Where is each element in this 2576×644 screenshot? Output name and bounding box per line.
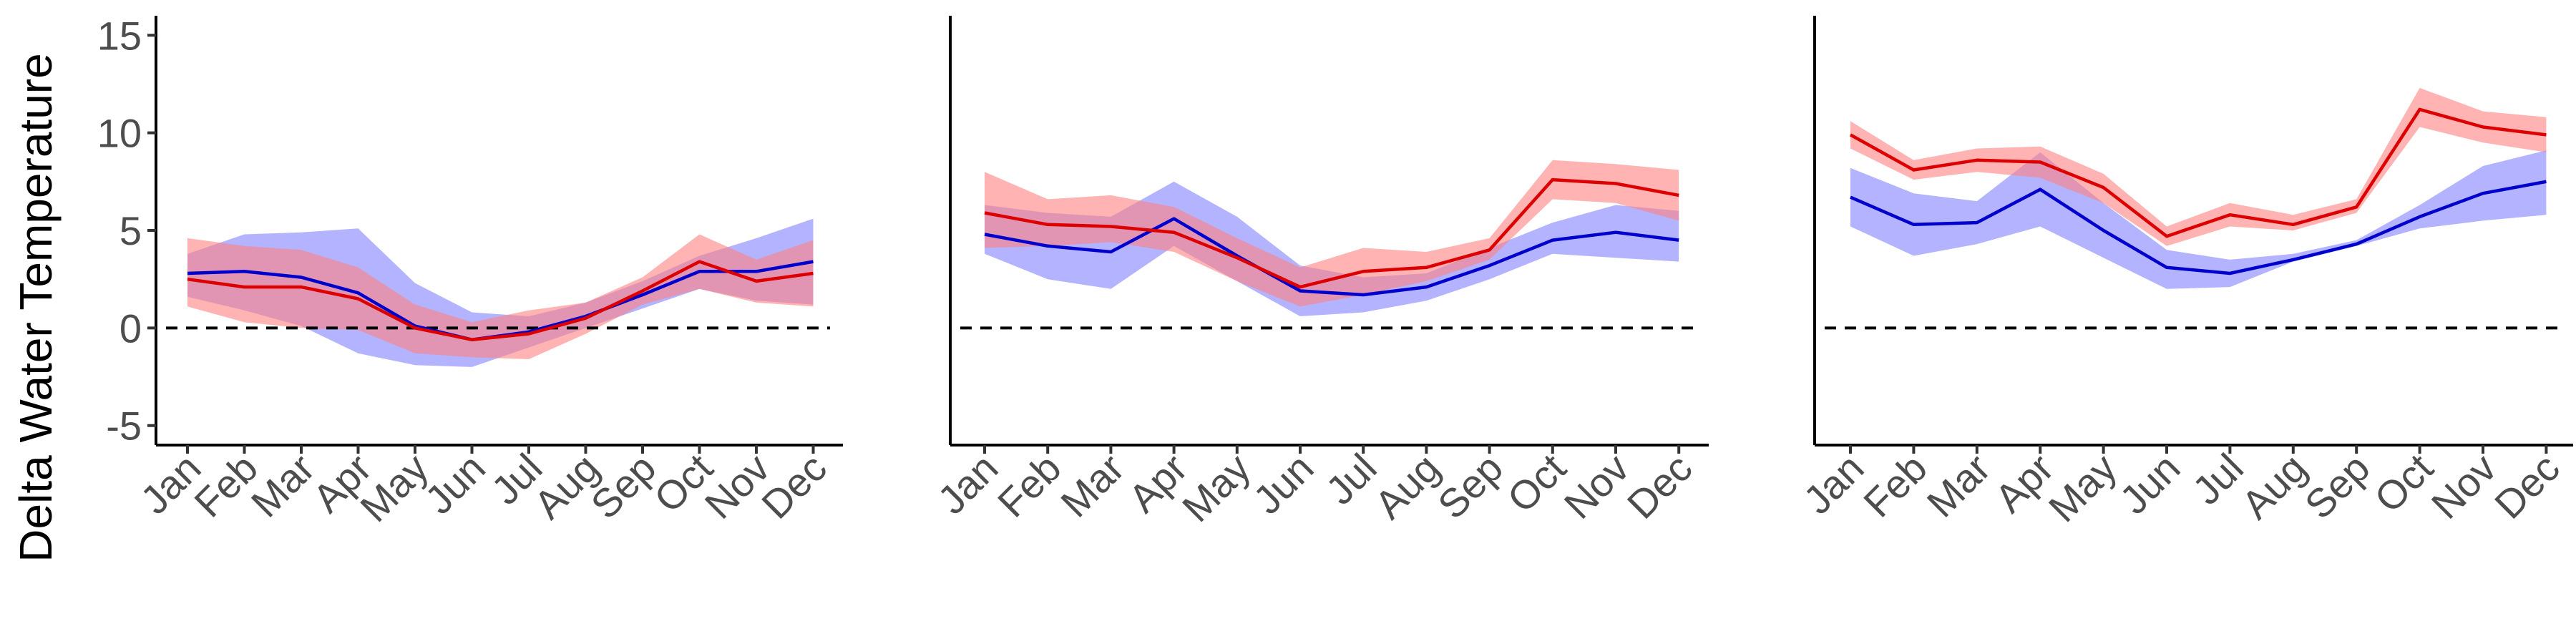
x-tick-label: Mar	[1052, 445, 1133, 526]
x-tick-label: Nov	[2423, 445, 2505, 527]
x-tick-label: Jun	[2111, 445, 2188, 522]
x-tick-label: Oct	[2366, 445, 2441, 521]
y-tick-label: 5	[119, 208, 142, 253]
x-tick-label: Mar	[1918, 445, 1999, 526]
confidence-band-2	[187, 234, 814, 359]
x-tick-label: May	[2040, 445, 2125, 530]
x-tick-label: Oct	[1498, 445, 1574, 521]
x-tick-label: May	[1174, 445, 1259, 530]
x-tick-label: Dec	[753, 445, 835, 527]
confidence-band-2	[985, 160, 1679, 307]
x-tick-label: Jun	[1244, 445, 1322, 522]
y-axis-label: Delta Water Temperature	[10, 53, 62, 562]
confidence-band-1	[187, 218, 814, 367]
series-line-2	[187, 260, 814, 341]
series-line-1	[984, 217, 1679, 297]
x-tick-label: Feb	[989, 445, 1070, 526]
x-tick-label: Nov	[1556, 445, 1638, 527]
series-line-1	[1850, 180, 2547, 275]
x-tick-label: Feb	[1855, 445, 1936, 526]
series-line-2	[1849, 107, 2547, 238]
x-tick-label: Sep	[1429, 445, 1511, 527]
confidence-band-1	[1850, 150, 2547, 289]
x-tick-label: Aug	[2233, 445, 2315, 527]
y-tick-label: 15	[97, 13, 142, 58]
x-tick-label: Jan	[1795, 445, 1872, 522]
x-tick-label: Jun	[416, 445, 494, 522]
x-tick-label: Dec	[2486, 445, 2568, 527]
chart-panel-1: -5051015JanFebMarAprMayJunJulAugSepOctNo…	[97, 13, 843, 530]
x-tick-label: Sep	[2296, 445, 2379, 527]
y-tick-label: -5	[106, 404, 142, 449]
y-tick-label: 10	[97, 111, 142, 156]
x-tick-label: Dec	[1619, 445, 1701, 527]
series-line-2	[984, 177, 1679, 289]
y-tick-label: 0	[119, 306, 142, 351]
x-tick-label: Aug	[1366, 445, 1448, 527]
confidence-band-2	[1850, 87, 2547, 246]
x-tick-label: Jan	[929, 445, 1006, 522]
